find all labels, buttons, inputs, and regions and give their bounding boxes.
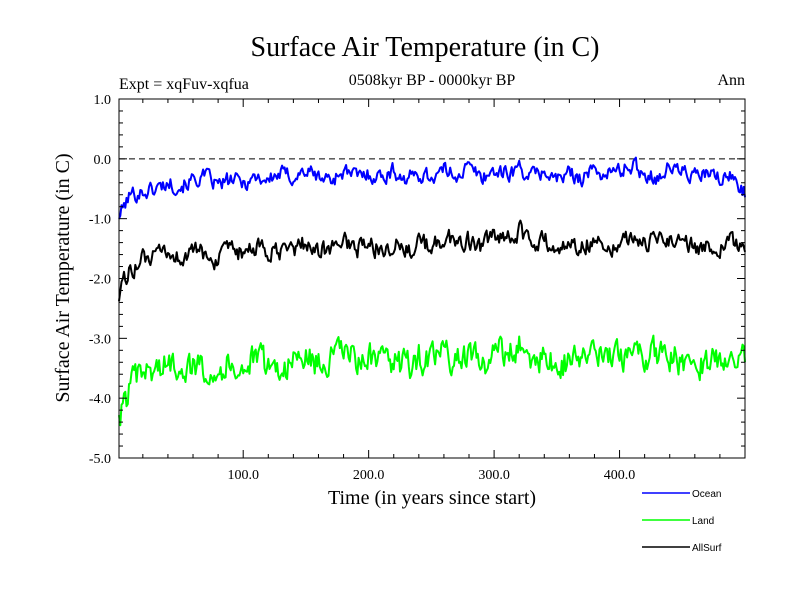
legend: Ocean Land AllSurf — [642, 489, 722, 554]
axis-layer: 100.0 200.0 300.0 400.0 1.0 0.0 -1.0 -2.0 -3.0 -4… — [89, 93, 746, 483]
x-tick-label: 200.0 — [353, 468, 385, 483]
x-axis-label: Time (in years since start) — [328, 487, 536, 509]
y-tick-label: -4.0 — [89, 392, 111, 407]
series-line-allsurf — [118, 219, 746, 302]
y-tick-label: -5.0 — [89, 452, 111, 467]
y-tick-label: -1.0 — [89, 213, 111, 228]
series-layer — [118, 156, 746, 427]
experiment-label: Expt = xqFuv-xqfua — [119, 76, 249, 93]
x-tick-label: 300.0 — [478, 468, 510, 483]
x-tick-label: 400.0 — [604, 468, 636, 483]
series-line-ocean — [118, 156, 746, 220]
legend-label-land: Land — [692, 516, 714, 527]
chart-title: Surface Air Temperature (in C) — [251, 32, 600, 63]
y-axis-label: Surface Air Temperature (in C) — [52, 153, 74, 402]
legend-label-ocean: Ocean — [692, 489, 721, 500]
y-tick-label: -2.0 — [89, 273, 111, 288]
season-label: Ann — [717, 72, 745, 89]
chart-subtitle: 0508kyr BP - 0000kyr BP — [349, 72, 516, 89]
y-tick-label: 1.0 — [94, 93, 112, 108]
plot-frame — [118, 98, 746, 459]
series-line-land — [118, 334, 746, 427]
y-tick-label: 0.0 — [94, 153, 112, 168]
legend-label-allsurf: AllSurf — [692, 543, 722, 554]
y-tick-label: -3.0 — [89, 332, 111, 347]
x-tick-label: 100.0 — [227, 468, 259, 483]
